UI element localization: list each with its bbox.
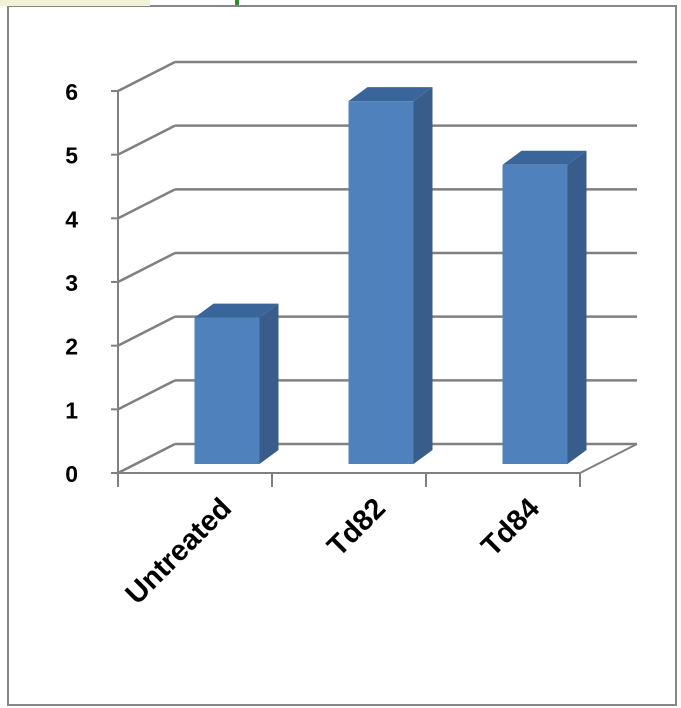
gridline-wall [117,379,176,411]
bar-front [194,317,260,464]
bar-top [502,150,587,165]
chart-border [7,5,677,706]
header-mark [235,0,239,5]
y-tick-label: 2 [65,334,78,360]
x-category-label: Td82 [321,492,391,562]
x-axis-category-labels: Untreated Td82 Td84 [120,492,546,610]
bar-top [348,87,433,102]
gridline-wall [117,60,176,93]
y-tick-label: 5 [65,143,78,169]
gridline-wall [117,442,176,475]
header-strip [0,0,150,6]
bar-side [567,150,587,464]
gridline-wall [117,124,176,156]
floor-edge [579,443,638,474]
bars [194,87,587,464]
y-tick-label: 4 [65,206,78,232]
axes [111,90,581,487]
bar-untreated [194,303,279,464]
bar-side [259,303,279,464]
bar-td84 [502,150,587,464]
y-tick-label: 3 [65,270,78,296]
x-category-label: Untreated [120,492,238,610]
bar-top [194,303,279,318]
gridline-wall [117,315,176,347]
bar-side [413,87,433,464]
gridline-wall [117,251,176,284]
x-category-label: Td84 [475,492,545,562]
gridline-wall [117,188,176,220]
bar-front [348,101,414,464]
y-tick-label: 0 [65,461,78,487]
bar-front [502,164,568,464]
y-tick-label: 6 [65,79,78,105]
y-tick-label: 1 [65,397,78,423]
bar-td82 [348,87,433,464]
y-axis-tick-labels: 0 1 2 3 4 5 6 [65,79,78,487]
